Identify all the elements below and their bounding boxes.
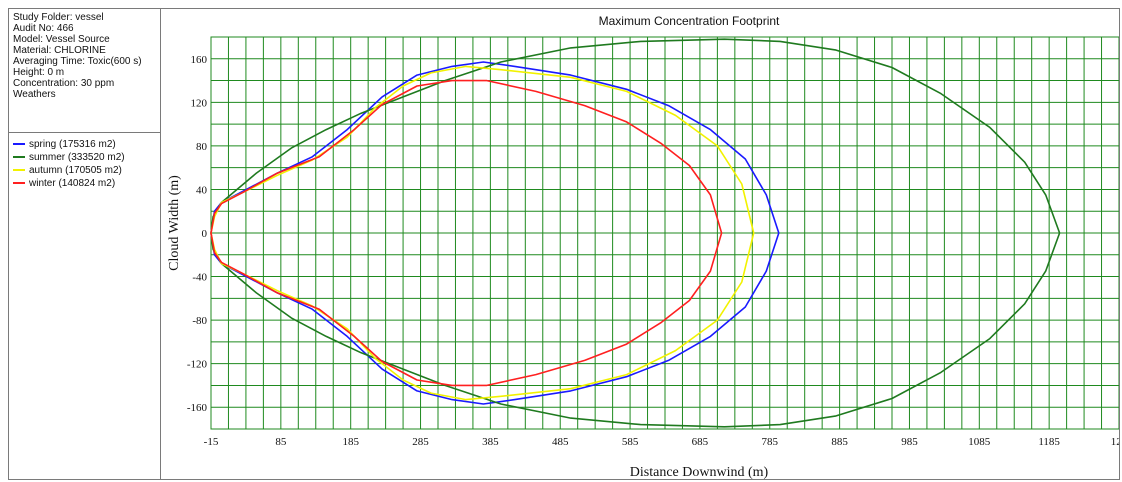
legend-item: summer (333520 m2) xyxy=(13,151,160,163)
study-info-box: Study Folder: vessel Audit No: 466 Model: … xyxy=(9,9,160,133)
y-tick-label: 40 xyxy=(196,184,208,196)
legend: spring (175316 m2) summer (333520 m2) autu… xyxy=(9,133,160,189)
x-tick-label: 128 xyxy=(1111,436,1119,448)
series-line xyxy=(210,38,1061,428)
y-tick-label: 160 xyxy=(191,54,208,66)
chart-background xyxy=(161,9,1119,479)
info-line: Weathers xyxy=(13,89,56,100)
series-line xyxy=(210,79,723,387)
x-tick-label: 85 xyxy=(275,436,287,448)
info-line: Concentration: 30 ppm xyxy=(13,78,115,89)
x-tick-label: 685 xyxy=(692,436,709,448)
legend-label: summer (333520 m2) xyxy=(29,151,125,163)
legend-label: autumn (170505 m2) xyxy=(29,164,122,176)
y-tick-label: -120 xyxy=(187,359,208,371)
chart-window: Study Folder: vessel Audit No: 466 Model: … xyxy=(8,8,1120,480)
series-line xyxy=(210,61,780,405)
footprint-chart: -15 85 185 285 385 485 585 685 785 885 985 1085 1185… xyxy=(161,9,1119,479)
info-line: Study Folder: vessel xyxy=(13,12,104,23)
legend-item: autumn (170505 m2) xyxy=(13,164,160,176)
grid xyxy=(210,36,1119,430)
legend-item: winter (140824 m2) xyxy=(13,177,160,189)
legend-label: winter (140824 m2) xyxy=(29,177,116,189)
plot-series-group xyxy=(210,38,1061,428)
x-tick-label: 185 xyxy=(342,436,359,448)
legend-swatch xyxy=(13,169,25,171)
info-panel: Study Folder: vessel Audit No: 466 Model: … xyxy=(9,9,161,479)
y-tick-labels: -160 -120 -80 -40 0 40 80 120 160 xyxy=(187,54,208,414)
legend-item: spring (175316 m2) xyxy=(13,138,160,150)
x-tick-label: 785 xyxy=(762,436,779,448)
x-tick-label: -15 xyxy=(204,436,219,448)
x-tick-label: 485 xyxy=(552,436,569,448)
legend-swatch xyxy=(13,143,25,145)
y-axis-label: Cloud Width (m) xyxy=(167,175,182,271)
info-line: Averaging Time: Toxic(600 s) xyxy=(13,56,142,67)
legend-swatch xyxy=(13,156,25,158)
x-tick-label: 585 xyxy=(622,436,639,448)
x-tick-label: 1085 xyxy=(968,436,991,448)
x-tick-label: 385 xyxy=(482,436,499,448)
chart-title: Maximum Concentration Footprint xyxy=(599,14,780,28)
y-tick-label: -80 xyxy=(192,315,207,327)
x-tick-label: 985 xyxy=(901,436,918,448)
y-tick-label: -40 xyxy=(192,272,207,284)
info-line: Model: Vessel Source xyxy=(13,34,110,45)
x-tick-label: 1185 xyxy=(1038,436,1060,448)
info-line: Audit No: 466 xyxy=(13,23,74,34)
y-tick-label: -160 xyxy=(187,402,208,414)
y-tick-label: 80 xyxy=(196,141,208,153)
legend-label: spring (175316 m2) xyxy=(29,138,116,150)
legend-swatch xyxy=(13,182,25,184)
x-axis-label: Distance Downwind (m) xyxy=(630,465,769,479)
y-tick-label: 120 xyxy=(191,97,208,109)
x-tick-label: 885 xyxy=(831,436,848,448)
info-line: Height: 0 m xyxy=(13,67,65,78)
info-line: Material: CHLORINE xyxy=(13,45,106,56)
y-tick-label: 0 xyxy=(202,228,208,240)
x-tick-labels: -15 85 185 285 385 485 585 685 785 885 985 1085 1185… xyxy=(204,436,1119,448)
x-tick-label: 285 xyxy=(412,436,429,448)
